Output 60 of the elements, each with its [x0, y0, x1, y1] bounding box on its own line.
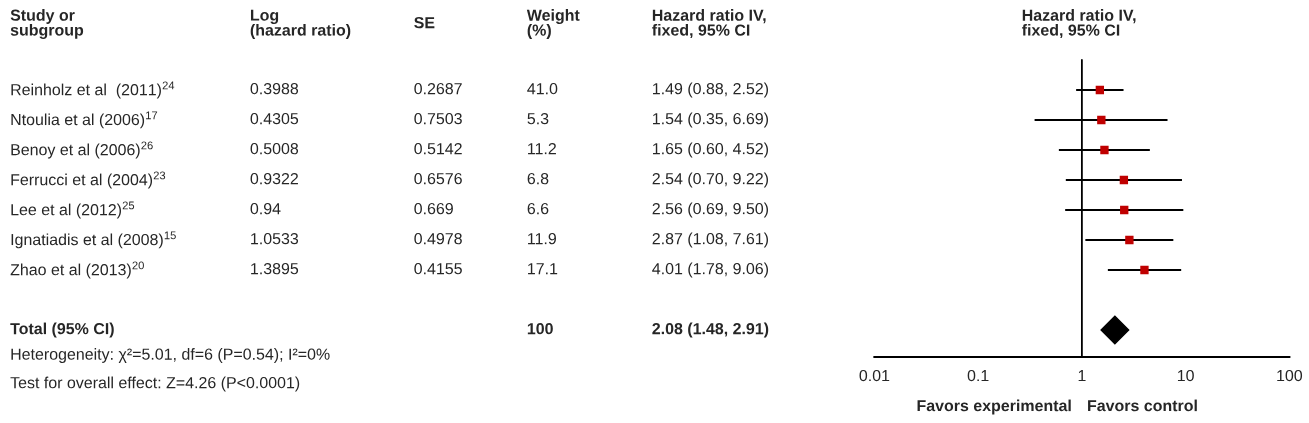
category-label: Ignatiadis et al (2008)$^{15}$ [11, 231, 176, 249]
point [1095, 85, 1105, 95]
text: 1.49 (0.88, 2.52) [653, 82, 769, 98]
category-label: Benoy et al (2006)$^{26}$ [11, 141, 153, 159]
category-label: Ntoulia et al (2006)$^{17}$ [11, 111, 158, 129]
point [1119, 175, 1129, 185]
text: 0.5142 [414, 142, 462, 155]
text: 2.54 (0.70, 9.22) [652, 172, 769, 188]
category-label: Study or subgroup [10, 9, 84, 39]
point [1100, 145, 1109, 155]
text: 0.9322 [250, 172, 298, 185]
text: Test for overall effect: Z=4.26 (P<0.0001) [10, 376, 300, 392]
category-label: Total (95% CI) [10, 322, 114, 338]
text: 0.4305 [250, 112, 299, 125]
text: 6.8 [527, 172, 549, 185]
category-label: Zhao et al (2013)$^{20}$ [10, 261, 144, 279]
text: 100 [527, 322, 553, 335]
text: 1.65 (0.60, 4.52) [653, 142, 769, 158]
text: 4.01 (1.78, 9.06) [652, 262, 769, 278]
category-label: Hazard ratio IV, fixed, 95% CI [652, 9, 766, 39]
category-label: Log (hazard ratio) [250, 9, 351, 39]
text: 2.08 (1.48, 2.91) [652, 322, 769, 338]
text: 1.0533 [251, 232, 299, 245]
x-tick-label: 0.01 [859, 369, 890, 382]
text: 6.6 [527, 202, 549, 215]
category-label: Reinholz et al (2011)$^{24}$ [11, 81, 175, 99]
x-tick-label: 100 [1277, 369, 1303, 382]
text: 0.4978 [414, 232, 462, 245]
text: 11.9 [528, 232, 556, 245]
chart-title: Hazard ratio IV, fixed, 95% CI [1021, 9, 1136, 39]
x-tick-label: 0.1 [967, 369, 989, 382]
x-tick-label: 10 [1177, 369, 1194, 382]
text: 11.2 [528, 142, 556, 155]
text: 41.0 [527, 82, 558, 95]
text: 1.3895 [251, 262, 299, 275]
text: 0.94 [250, 202, 281, 215]
text: 0.2687 [414, 82, 462, 95]
text: Heterogeneity: χ²=5.01, df=6 (P=0.54); I²=0% [11, 348, 330, 363]
point [1120, 205, 1129, 215]
text: 2.87 (1.08, 7.61) [652, 232, 769, 248]
text: 17.1 [528, 263, 558, 275]
text: 0.3988 [250, 82, 299, 95]
text: 0.669 [414, 202, 453, 215]
text: 1.54 (0.35, 6.69) [653, 112, 769, 128]
text: 0.6576 [414, 172, 462, 185]
text: 0.4155 [414, 262, 462, 275]
point [1125, 235, 1134, 245]
x-tick-label: 1 [1078, 370, 1086, 382]
point [1097, 115, 1106, 125]
text: 0.7503 [414, 112, 462, 125]
text: Favors experimental [917, 399, 1071, 415]
category-label: SE [414, 16, 435, 29]
text: 5.3 [527, 112, 549, 125]
text: 2.56 (0.69, 9.50) [652, 202, 769, 218]
text: Favors control [1088, 399, 1197, 412]
category-label: Lee et al (2012)$^{25}$ [11, 201, 135, 219]
point [1100, 315, 1130, 345]
category-label: Weight (%) [526, 9, 580, 39]
category-label: Ferrucci et al (2004)$^{23}$ [11, 171, 166, 189]
text: 0.5008 [250, 142, 299, 155]
